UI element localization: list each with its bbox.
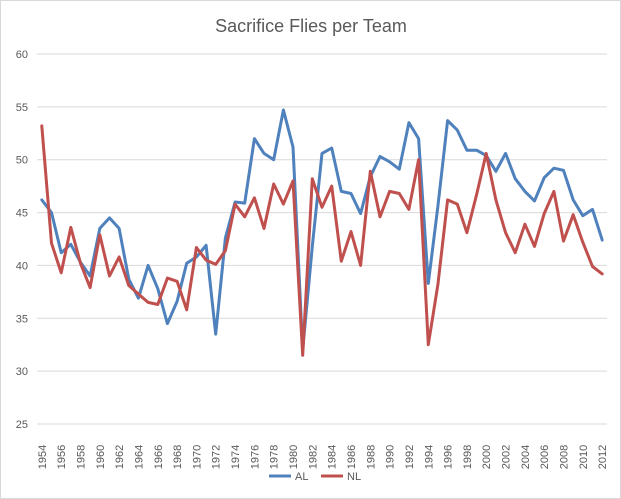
x-tick-label: 1966: [153, 445, 165, 469]
y-axis-ticks: 25 30 35 40 45 50 55 60: [16, 49, 28, 431]
x-tick-label: 1972: [211, 445, 223, 469]
legend: AL NL: [269, 471, 361, 483]
x-tick-label: 1998: [462, 445, 474, 469]
y-tick-label: 50: [16, 155, 28, 167]
x-tick-label: 1958: [75, 445, 87, 469]
x-tick-label: 1970: [191, 445, 203, 469]
x-tick-label: 2000: [481, 445, 493, 469]
x-tick-label: 1996: [443, 445, 455, 469]
x-tick-label: 2006: [539, 445, 551, 469]
y-tick-label: 55: [16, 102, 28, 114]
x-tick-label: 1960: [95, 445, 107, 469]
x-tick-label: 1978: [269, 445, 281, 469]
y-tick-label: 40: [16, 260, 28, 272]
x-tick-label: 1954: [37, 445, 49, 469]
legend-label-al: AL: [295, 471, 308, 483]
x-tick-label: 2008: [559, 445, 571, 469]
x-tick-label: 2010: [578, 445, 590, 469]
x-tick-label: 1964: [133, 445, 145, 469]
y-tick-label: 30: [16, 366, 28, 378]
chart-title: Sacrifice Flies per Team: [215, 16, 407, 36]
y-tick-label: 60: [16, 49, 28, 61]
x-tick-label: 1986: [346, 445, 358, 469]
y-tick-label: 35: [16, 313, 28, 325]
x-tick-label: 1974: [230, 445, 242, 469]
x-tick-label: 1980: [288, 445, 300, 469]
x-tick-label: 1976: [249, 445, 261, 469]
x-tick-label: 1990: [385, 445, 397, 469]
series-lines: [40, 108, 604, 357]
x-tick-label: 2002: [501, 445, 513, 469]
x-tick-label: 2004: [520, 445, 532, 469]
legend-label-nl: NL: [347, 471, 361, 483]
x-tick-label: 1956: [56, 445, 68, 469]
x-tick-label: 1994: [423, 445, 435, 469]
x-tick-label: 1982: [307, 445, 319, 469]
series-line-nl: [40, 124, 604, 357]
x-tick-label: 1968: [172, 445, 184, 469]
x-tick-label: 2012: [597, 445, 609, 469]
x-tick-label: 1988: [365, 445, 377, 469]
y-tick-label: 45: [16, 208, 28, 220]
x-tick-label: 1962: [114, 445, 126, 469]
x-tick-label: 1992: [404, 445, 416, 469]
y-tick-label: 25: [16, 419, 28, 431]
x-tick-label: 1984: [327, 445, 339, 469]
series-line-al: [40, 108, 604, 352]
x-axis-ticks: 1954 1956 1958 1960 1962 1964 1966 1968 1970 1972…: [37, 445, 609, 469]
